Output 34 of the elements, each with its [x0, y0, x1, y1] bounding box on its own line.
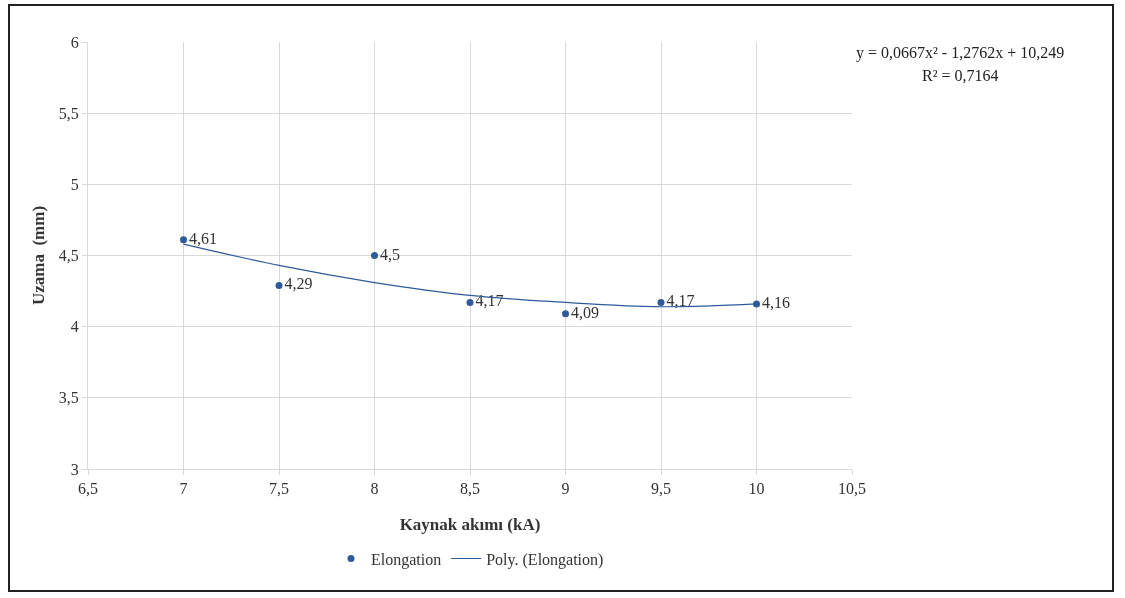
y-tick-label: 4: [70, 318, 79, 336]
x-tick-label: 6,5: [78, 480, 98, 498]
x-tick-label: 10: [748, 480, 765, 498]
data-label: 4,29: [284, 275, 313, 293]
x-tick-label: 7: [179, 480, 188, 498]
data-label: 4,61: [188, 229, 217, 247]
text: R² = 0,7164: [922, 67, 999, 84]
x-tick-label: 9: [561, 480, 570, 498]
x-axis-title: Kaynak akımı (kA): [399, 515, 541, 534]
legend-label: Elongation: [371, 550, 442, 569]
point: [371, 252, 378, 259]
y-tick-label: 5,5: [58, 104, 79, 122]
data-label: 4,09: [570, 303, 599, 321]
point: [466, 298, 474, 306]
point: [562, 310, 569, 318]
y-tick-label: 3: [70, 460, 79, 478]
x-tick-label: 8: [370, 480, 379, 498]
y-axis-title: Uzama (mm): [29, 205, 48, 306]
text: y = 0,0667x² - 1,2762x + 10,249: [856, 44, 1065, 62]
data-label: 4,17: [666, 292, 695, 310]
data-label: 4,5: [379, 245, 400, 263]
y-tick-label: 4,5: [58, 247, 79, 265]
y-tick-label: 5: [70, 175, 79, 193]
x-tick-label: 8,5: [460, 480, 480, 498]
data-label: 4,16: [761, 293, 790, 311]
x-tick-label: 9,5: [651, 480, 671, 498]
point: [180, 236, 187, 244]
x-tick-label: 7,5: [269, 480, 289, 498]
y-tick-label: 3,5: [58, 389, 79, 407]
legend-label: Poly. (Elongation): [486, 550, 604, 569]
point: [657, 298, 665, 306]
y-tick-label: 6: [70, 33, 79, 51]
x-tick-label: 10,5: [838, 480, 866, 498]
point: [275, 281, 283, 289]
